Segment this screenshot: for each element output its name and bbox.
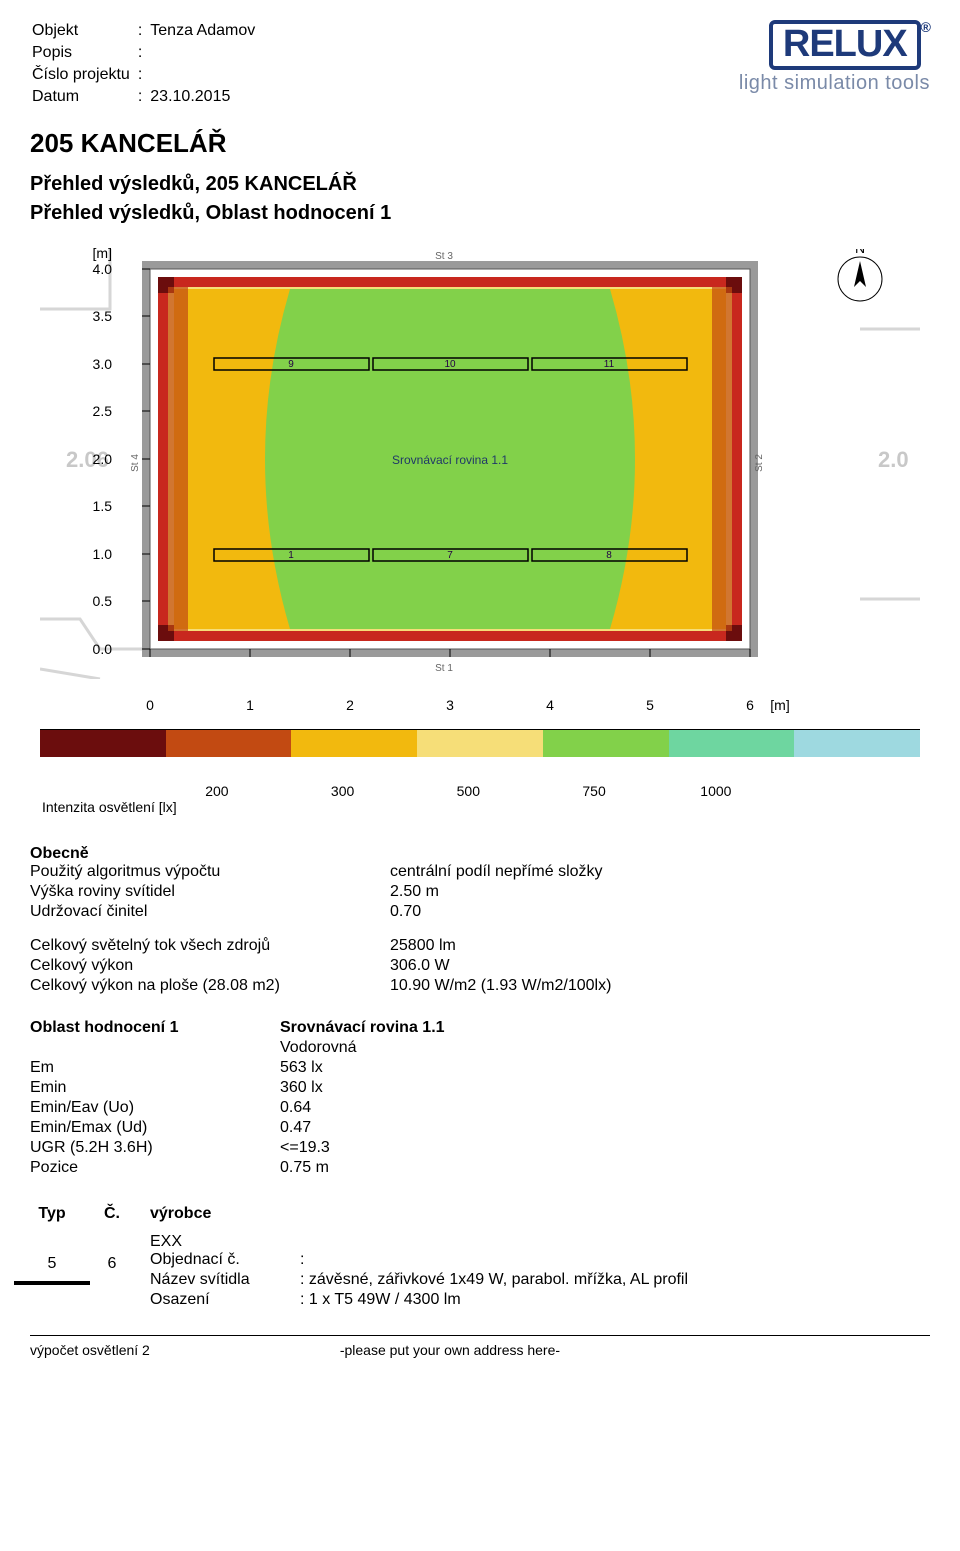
meta-label-objekt: Objekt [32, 22, 136, 42]
meta-label-datum: Datum [32, 88, 136, 108]
logo: RELUX® light simulation tools [739, 20, 930, 95]
meta-label-cislo: Číslo projektu [32, 66, 136, 86]
section-title-1: Přehled výsledků, 205 KANCELÁŘ [30, 173, 930, 196]
footer-center: -please put your own address here- [340, 1342, 560, 1358]
legend-axis-label: Intenzita osvětlení [lx] [40, 799, 920, 815]
svg-text:Srovnávací rovina 1.1: Srovnávací rovina 1.1 [392, 453, 508, 467]
svg-text:8: 8 [606, 550, 612, 561]
meta-label-popis: Popis [32, 44, 136, 64]
meta-value-popis [150, 44, 261, 64]
svg-text:St 3: St 3 [435, 251, 453, 262]
meta-value-objekt: Tenza Adamov [150, 22, 261, 42]
product-manufacturer: EXX [150, 1233, 930, 1251]
page-footer: výpočet osvětlení 2 -please put your own… [30, 1342, 930, 1358]
legend-colorbar [40, 729, 920, 757]
svg-text:7: 7 [447, 550, 453, 561]
product-count: 6 [90, 1255, 134, 1273]
svg-text:2.0: 2.0 [878, 447, 909, 472]
legend-ticks: 200 300 500 750 1000 [40, 783, 920, 799]
svg-text:1: 1 [288, 550, 294, 561]
meta-value-datum: 23.10.2015 [150, 88, 261, 108]
footer-left: výpočet osvětlení 2 [30, 1342, 150, 1358]
general-table: Použitý algoritmus výpočtucentrální podí… [30, 863, 930, 921]
general-heading: Obecně [30, 845, 930, 863]
product-table: Typ Č. výrobce 5 6 EXX Objednací č.: Náz… [30, 1205, 930, 1309]
general-table-2: Celkový světelný tok všech zdrojů25800 l… [30, 937, 930, 995]
svg-text:11: 11 [604, 359, 615, 370]
section-title-2: Přehled výsledků, Oblast hodnocení 1 [30, 202, 930, 225]
area-table: Oblast hodnocení 1Srovnávací rovina 1.1 … [30, 1019, 930, 1177]
svg-text:N: N [855, 249, 865, 256]
page-title: 205 KANCELÁŘ [30, 128, 930, 159]
svg-text:10: 10 [444, 359, 456, 370]
logo-subtitle: light simulation tools [739, 72, 930, 95]
svg-text:St 2: St 2 [754, 454, 765, 472]
product-typ: 5 [30, 1255, 74, 1273]
svg-text:9: 9 [288, 359, 294, 370]
svg-text:St 4: St 4 [130, 454, 141, 472]
meta-value-cislo [150, 66, 261, 86]
meta-table: Objekt:Tenza Adamov Popis: Číslo projekt… [30, 20, 263, 110]
plan-svg: 9 10 11 1 7 8 Srovnávací rovina 1.1 St 3… [40, 249, 920, 679]
lamp-icon [14, 1281, 90, 1285]
svg-text:St 1: St 1 [435, 663, 453, 674]
floor-plan: 9 10 11 1 7 8 Srovnávací rovina 1.1 St 3… [40, 249, 920, 679]
